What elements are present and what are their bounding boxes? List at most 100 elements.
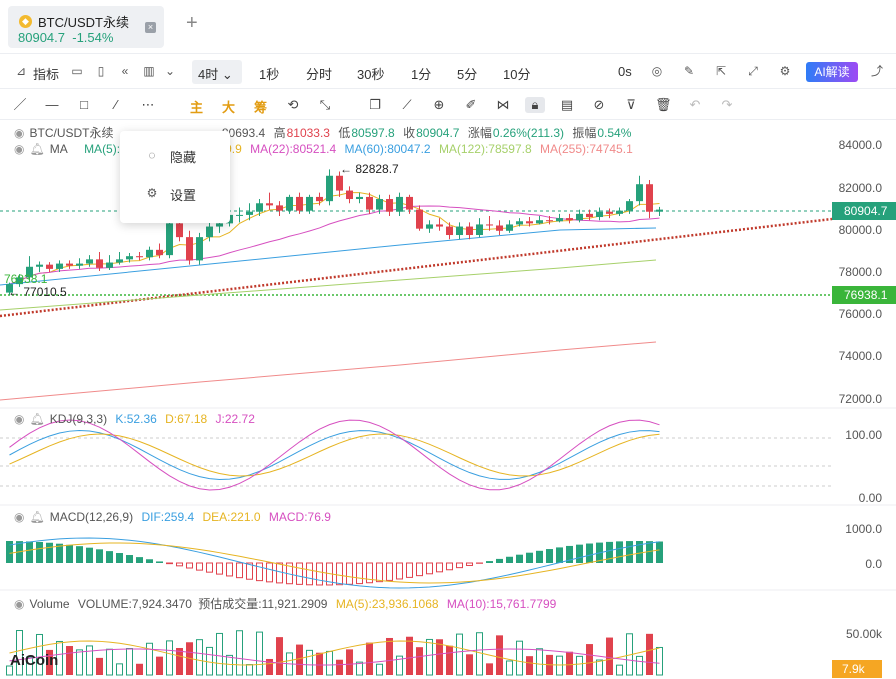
- brush-tool-icon[interactable]: ⁄: [114, 97, 118, 112]
- tab-symbol: BTC/USDT永续: [38, 15, 130, 30]
- volume-bar: [566, 651, 573, 675]
- eye-icon[interactable]: ◉: [14, 510, 25, 524]
- hide-drawings-icon[interactable]: ⊘: [593, 97, 605, 112]
- volume-bar: [316, 652, 323, 675]
- volume-legend: ◉ Volume VOLUME:7,924.3470 预估成交量:11,921.2…: [14, 597, 557, 611]
- chart-type-icon[interactable]: ▥: [143, 64, 155, 78]
- price-tick: 82000.0: [838, 181, 882, 195]
- eye-icon[interactable]: ◉: [14, 412, 25, 426]
- macd-bar: [456, 562, 463, 569]
- candle-body: [216, 223, 223, 227]
- candle-body: [186, 237, 193, 261]
- pen-icon[interactable]: ✎: [683, 64, 695, 78]
- chevron-down-icon[interactable]: ⌄: [164, 64, 176, 78]
- drawing-toolbar: ／ — □ ⁄ ⋯ 主 大 筹 ⟲ ⤡ ❐ ⟋ ⊕ ✐ ⋈ 🔒︎ ▤ ⊘ ⊽ 🗑…: [0, 90, 896, 120]
- eye-icon[interactable]: ◉: [14, 597, 25, 611]
- rewind-icon[interactable]: «: [121, 64, 129, 78]
- volume-bar: [66, 646, 73, 675]
- macd-bar: [276, 562, 283, 584]
- eye-icon[interactable]: ◉: [14, 142, 25, 156]
- indicator-button[interactable]: 指标: [33, 67, 60, 82]
- template-icon[interactable]: ▤: [560, 97, 574, 112]
- macd-bar: [216, 562, 223, 575]
- candle-body: [506, 224, 513, 231]
- magnet-icon[interactable]: ⋈: [496, 97, 510, 112]
- candle-body: [386, 199, 393, 212]
- measure-icon[interactable]: ⤡: [319, 97, 331, 112]
- macd-bar: [266, 562, 273, 583]
- main-chart-toggle[interactable]: 主: [190, 100, 204, 115]
- redo-icon[interactable]: ↷: [721, 97, 733, 112]
- macd-bar: [486, 561, 493, 563]
- more-tools-icon[interactable]: ⋯: [141, 97, 155, 112]
- interval-30s[interactable]: 30秒: [357, 67, 385, 82]
- volume-bar: [306, 649, 313, 676]
- macd-bar: [176, 562, 183, 567]
- macd-bar: [76, 546, 83, 563]
- volume-bar: [386, 637, 393, 675]
- macd-bar: [96, 549, 103, 563]
- symbol-tab[interactable]: ◆ BTC/USDT永续 80904.7 -1.54% ×: [8, 6, 164, 48]
- candle-body: [396, 196, 403, 212]
- macd-bar: [86, 547, 93, 563]
- macd-bar: [56, 543, 63, 563]
- add-tab-icon[interactable]: +: [186, 12, 198, 34]
- macd-bar: [116, 553, 123, 563]
- zoom-in-icon[interactable]: ⊕: [433, 97, 445, 112]
- line-tool-icon[interactable]: ／: [13, 97, 27, 112]
- macd-bar: [426, 562, 433, 575]
- eye-icon[interactable]: ◉: [14, 126, 25, 140]
- undo-icon[interactable]: ↶: [689, 97, 701, 112]
- hline-tool-icon[interactable]: —: [45, 97, 59, 112]
- big-chart-toggle[interactable]: 大: [222, 100, 236, 115]
- interval-timeshare[interactable]: 分时: [306, 67, 333, 82]
- bell-icon[interactable]: 🔔︎: [29, 412, 45, 426]
- rect-tool-icon[interactable]: □: [80, 97, 88, 112]
- bell-icon[interactable]: 🔔︎: [29, 510, 45, 524]
- ma255-line: [0, 341, 657, 401]
- volume-bar: [636, 655, 643, 676]
- macd-bar: [606, 541, 613, 563]
- trash-icon[interactable]: 🗑︎: [655, 97, 672, 112]
- sync-icon[interactable]: ⟲: [287, 97, 299, 112]
- chart-canvas[interactable]: [0, 120, 896, 679]
- ruler-icon[interactable]: ⟋: [402, 97, 412, 112]
- lock-icon[interactable]: 🔒︎: [525, 97, 545, 113]
- bell-icon[interactable]: 🔔︎: [29, 142, 45, 156]
- ai-analysis-button[interactable]: AI解读: [806, 62, 858, 82]
- split-icon[interactable]: ▯: [97, 64, 105, 78]
- layout-icon[interactable]: ▭: [71, 64, 83, 78]
- interval-select[interactable]: 4时 ⌄: [192, 60, 242, 84]
- macd-bar: [436, 562, 443, 573]
- trend-icon[interactable]: ⤴: [870, 64, 883, 78]
- indicator-icon[interactable]: ⊿: [15, 64, 27, 78]
- share-icon[interactable]: ⇱: [715, 64, 727, 78]
- volume-bar: [466, 654, 473, 675]
- filter-icon[interactable]: ⊽: [626, 97, 636, 112]
- candle-body: [456, 226, 463, 236]
- candle-body: [266, 203, 273, 206]
- current-price-tag: 80904.7: [832, 202, 896, 220]
- macd-bar: [656, 541, 663, 563]
- close-icon[interactable]: ×: [145, 22, 156, 33]
- macd-bar: [376, 562, 383, 583]
- interval-1m[interactable]: 1分: [411, 67, 432, 82]
- macd-tick: 1000.0: [845, 522, 882, 536]
- fullscreen-icon[interactable]: ⤢: [748, 64, 758, 78]
- camera-icon[interactable]: ◎: [651, 64, 663, 78]
- eraser-icon[interactable]: ✐: [465, 97, 477, 112]
- settings-menu-item[interactable]: ⚙ 设置: [120, 174, 230, 212]
- volume-bar: [236, 630, 243, 676]
- copy-icon[interactable]: ❐: [369, 97, 381, 112]
- volume-bar: [146, 642, 153, 676]
- chart-area[interactable]: ◉ BTC/USDT永续 80693.4 高81033.3 低80597.8 收8…: [0, 120, 896, 679]
- hide-menu-item[interactable]: ◌ 隐藏: [120, 136, 230, 174]
- volume-bar: [366, 642, 373, 675]
- interval-5m[interactable]: 5分: [457, 67, 478, 82]
- volume-bar: [6, 665, 13, 676]
- interval-1s[interactable]: 1秒: [259, 67, 280, 82]
- chip-toggle[interactable]: 筹: [254, 100, 268, 115]
- gear-icon[interactable]: ⚙: [779, 64, 791, 78]
- interval-10m[interactable]: 10分: [503, 67, 531, 82]
- macd-bar: [536, 550, 543, 563]
